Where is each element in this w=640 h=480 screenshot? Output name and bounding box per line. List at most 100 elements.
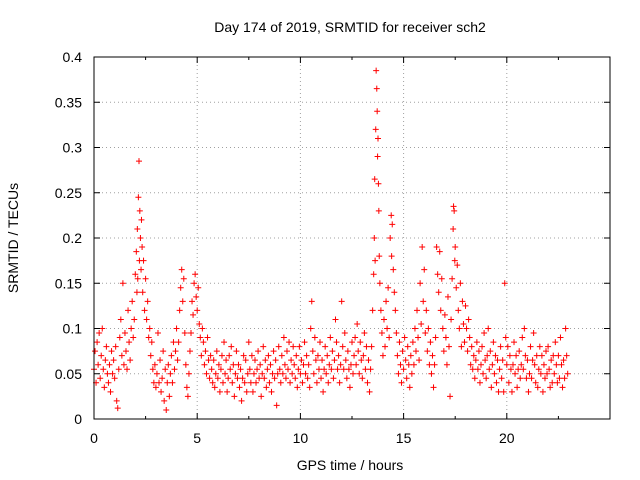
y-axis-label: SRMTID / TECUs: [5, 183, 21, 293]
data-point: [371, 176, 378, 183]
data-point: [139, 244, 146, 251]
data-point: [327, 334, 334, 341]
data-point: [438, 275, 445, 282]
data-point: [257, 361, 264, 368]
data-point: [326, 361, 333, 368]
data-point: [134, 275, 141, 282]
data-point: [268, 388, 275, 395]
data-point: [394, 352, 401, 359]
data-point: [120, 361, 127, 368]
data-point: [188, 330, 195, 337]
data-point: [263, 384, 270, 391]
data-point: [146, 325, 153, 332]
data-point: [448, 316, 455, 323]
data-point: [210, 357, 217, 364]
data-point: [166, 393, 173, 400]
data-point: [334, 366, 341, 373]
data-point: [526, 370, 533, 377]
data-point: [489, 361, 496, 368]
data-point: [163, 406, 170, 413]
data-point: [290, 343, 297, 350]
data-point: [247, 379, 254, 386]
data-point: [130, 334, 137, 341]
y-tick-labels: 0 0.05 0.1 0.15 0.2 0.25 0.3 0.35 0.4: [55, 49, 82, 427]
data-point: [243, 388, 250, 395]
data-point: [376, 253, 383, 260]
data-point: [298, 357, 305, 364]
data-point: [119, 280, 126, 287]
data-point: [431, 361, 438, 368]
data-point: [170, 339, 177, 346]
data-point: [133, 248, 140, 255]
data-point: [164, 379, 171, 386]
data-point: [228, 343, 235, 350]
data-point: [255, 348, 262, 355]
data-point: [481, 330, 488, 337]
data-point: [422, 330, 429, 337]
data-point: [190, 311, 197, 318]
data-point: [237, 366, 244, 373]
data-point: [339, 343, 346, 350]
data-point: [344, 348, 351, 355]
data-point: [520, 366, 527, 373]
data-point: [217, 366, 224, 373]
data-point: [264, 366, 271, 373]
data-point: [233, 348, 240, 355]
data-point: [196, 320, 203, 327]
data-point: [442, 334, 449, 341]
data-point: [328, 366, 335, 373]
data-point: [502, 334, 509, 341]
data-point: [214, 375, 221, 382]
data-point: [178, 266, 185, 273]
data-point: [207, 352, 214, 359]
data-point: [390, 266, 397, 273]
data-point: [129, 298, 136, 305]
data-point: [186, 348, 193, 355]
data-point: [174, 357, 181, 364]
data-point: [294, 384, 301, 391]
data-point: [558, 361, 565, 368]
data-point: [439, 325, 446, 332]
data-point: [315, 366, 322, 373]
data-point: [437, 307, 444, 314]
data-point: [434, 271, 441, 278]
data-point: [124, 366, 131, 373]
data-point: [562, 325, 569, 332]
data-point: [267, 361, 274, 368]
data-point: [234, 375, 241, 382]
data-point: [269, 370, 276, 377]
data-point: [131, 316, 138, 323]
data-point: [530, 330, 537, 337]
data-point: [412, 348, 419, 355]
data-point: [543, 348, 550, 355]
data-point: [474, 366, 481, 373]
data-point: [127, 357, 134, 364]
x-tick-label: 0: [90, 430, 98, 446]
data-point: [142, 275, 149, 282]
data-point: [265, 352, 272, 359]
data-point: [546, 366, 553, 373]
data-point: [304, 375, 311, 382]
data-point: [138, 266, 145, 273]
data-point: [555, 352, 562, 359]
y-tick-label: 0: [74, 411, 82, 427]
data-point: [202, 348, 209, 355]
data-point: [450, 203, 457, 210]
data-point: [560, 357, 567, 364]
data-point: [215, 361, 222, 368]
data-point: [504, 343, 511, 350]
data-point: [561, 375, 568, 382]
data-point: [432, 334, 439, 341]
data-point: [183, 384, 190, 391]
data-point: [283, 348, 290, 355]
data-point: [114, 405, 121, 412]
data-point: [490, 339, 497, 346]
data-point: [433, 244, 440, 251]
data-point: [173, 325, 180, 332]
data-point: [454, 262, 461, 269]
data-point: [450, 225, 457, 232]
data-point: [430, 384, 437, 391]
data-point: [349, 339, 355, 346]
y-tick-label: 0.3: [63, 140, 83, 156]
data-point: [248, 352, 255, 359]
